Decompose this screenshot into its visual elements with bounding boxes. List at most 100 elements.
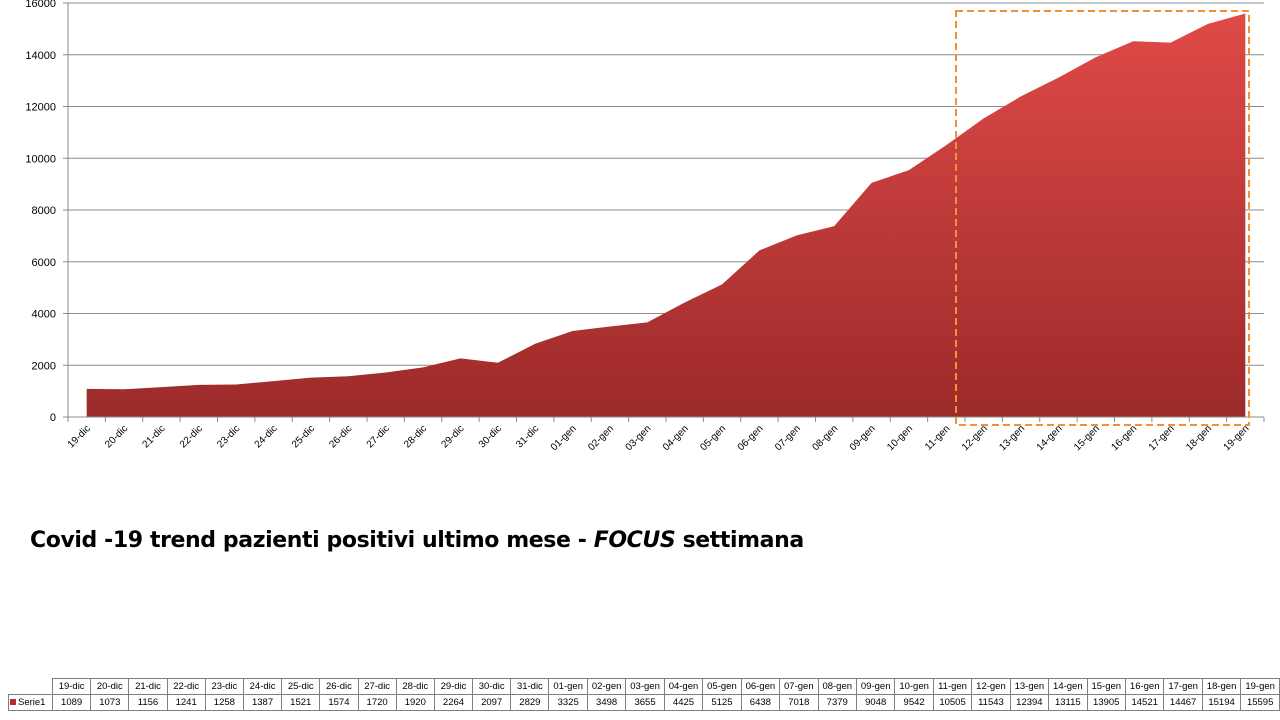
table-cell: 2264 [433, 694, 474, 711]
x-tick-label: 06-gen [736, 423, 766, 453]
table-header-cell: 01-gen [548, 678, 588, 695]
table-cell: 7379 [817, 694, 857, 711]
series-area-serie1 [86, 13, 1246, 418]
y-tick-label: 2000 [32, 360, 56, 372]
table-cell: 9048 [855, 694, 896, 711]
x-tick-label: 30-dic [477, 423, 504, 450]
table-cell: 1089 [52, 694, 92, 711]
table-cell: 9542 [894, 694, 934, 711]
table-header-cell: 24-dic [242, 678, 283, 695]
table-header-cell: 10-gen [894, 678, 934, 695]
table-cell: 13905 [1086, 694, 1126, 711]
table-header-cell: 09-gen [855, 678, 896, 695]
x-tick-label: 25-dic [290, 423, 317, 450]
table-header-cell: 25-dic [281, 678, 321, 695]
x-tick-label: 12-gen [960, 423, 990, 453]
table-series-label: Serie1 [7, 694, 54, 711]
table-cell: 1920 [395, 694, 435, 711]
caption-text-end: settimana [675, 528, 805, 553]
caption-focus-word: FOCUS [593, 528, 676, 553]
table-header-cell: 17-gen [1163, 678, 1203, 695]
table-cell: 1258 [204, 694, 244, 711]
x-tick-label: 29-dic [440, 423, 467, 450]
table-cell: 1720 [357, 694, 397, 711]
table-header-cell: 31-dic [510, 678, 550, 695]
x-tick-label: 16-gen [1110, 423, 1140, 453]
chart-caption: Covid -19 trend pazienti positivi ultimo… [30, 528, 804, 553]
table-cell: 14521 [1124, 694, 1165, 711]
focus-highlight-box [955, 10, 1250, 426]
x-tick-label: 20-dic [103, 423, 130, 450]
table-header-cell: 22-dic [166, 678, 206, 695]
table-cell: 1387 [242, 694, 283, 711]
table-cell: 1574 [319, 694, 359, 711]
table-cell: 7018 [779, 694, 819, 711]
y-tick-label: 4000 [32, 309, 56, 321]
table-cell: 13115 [1048, 694, 1088, 711]
area-chart: 0 2000 4000 6000 8000 10000 12000 14000 16000 19… [25, 0, 1265, 453]
table-header-cell: 06-gen [740, 678, 781, 695]
x-tick-label: 23-dic [215, 423, 242, 450]
x-axis-ticks: 19-dic 20-dic 21-dic 22-dic 23-dic 24-dic 25-d… [66, 417, 1265, 453]
table-cell: 1241 [166, 694, 206, 711]
table-header-cell: 15-gen [1086, 678, 1126, 695]
table-header-cell: 16-gen [1124, 678, 1165, 695]
x-tick-label: 28-dic [402, 423, 429, 450]
table-header-cell: 03-gen [625, 678, 665, 695]
table-header-cell: 30-dic [472, 678, 512, 695]
table-header-cell: 26-dic [319, 678, 359, 695]
table-header-cell: 14-gen [1048, 678, 1088, 695]
x-tick-label: 19-dic [66, 423, 93, 450]
table-header-cell: 18-gen [1201, 678, 1242, 695]
gridlines [68, 2, 1264, 366]
x-tick-label: 08-gen [811, 423, 841, 453]
x-tick-label: 24-dic [253, 423, 280, 450]
x-tick-label: 27-dic [365, 423, 392, 450]
table-cell: 15194 [1201, 694, 1242, 711]
x-tick-label: 15-gen [1072, 423, 1102, 453]
table-cell: 2829 [510, 694, 550, 711]
table-cell: 10505 [932, 694, 973, 711]
table-cell: 3498 [586, 694, 627, 711]
y-tick-label: 10000 [25, 153, 56, 165]
legend-swatch [10, 699, 16, 706]
table-cell: 1073 [90, 694, 130, 711]
table-header-cell: 02-gen [586, 678, 627, 695]
table-header-cell: 07-gen [779, 678, 819, 695]
x-tick-label: 09-gen [848, 423, 878, 453]
table-cell: 5125 [702, 694, 742, 711]
table-cell: 6438 [740, 694, 781, 711]
table-header-cell: 12-gen [971, 678, 1011, 695]
table-header-cell: 08-gen [817, 678, 857, 695]
x-tick-label: 17-gen [1147, 423, 1177, 453]
y-tick-label: 14000 [25, 50, 56, 62]
table-cell: 11543 [971, 694, 1011, 711]
caption-text: Covid -19 trend pazienti positivi ultimo… [30, 528, 594, 553]
table-header-cell: 20-dic [90, 678, 130, 695]
table-cell: 14467 [1163, 694, 1203, 711]
table-cell: 12394 [1009, 694, 1050, 711]
y-tick-label: 6000 [32, 257, 56, 269]
x-tick-label: 11-gen [923, 423, 952, 452]
x-tick-label: 02-gen [586, 423, 616, 453]
table-cell: 3325 [548, 694, 588, 711]
table-header-cell: 23-dic [204, 678, 244, 695]
x-tick-label: 04-gen [661, 423, 691, 453]
table-header-cell: 21-dic [128, 678, 168, 695]
table-header-cell: 29-dic [433, 678, 474, 695]
x-tick-label: 31-dic [514, 423, 541, 450]
x-tick-label: 01-gen [549, 423, 579, 453]
data-table: 19-dic 20-dic 21-dic 22-dic 23-dic 24-dic 25-d… [7, 678, 1280, 711]
y-tick-label: 0 [50, 412, 56, 424]
x-tick-label: 03-gen [624, 423, 654, 453]
series-name: Serie1 [18, 697, 46, 708]
table-cell: 3655 [625, 694, 665, 711]
x-tick-label: 10-gen [885, 423, 915, 453]
x-tick-label: 14-gen [1035, 423, 1065, 453]
x-tick-label: 19-gen [1222, 423, 1252, 453]
table-cell: 1156 [128, 694, 168, 711]
table-cell: 2097 [472, 694, 512, 711]
x-tick-label: 26-dic [327, 423, 354, 450]
x-tick-label: 07-gen [773, 423, 803, 453]
y-tick-label: 8000 [32, 205, 56, 217]
